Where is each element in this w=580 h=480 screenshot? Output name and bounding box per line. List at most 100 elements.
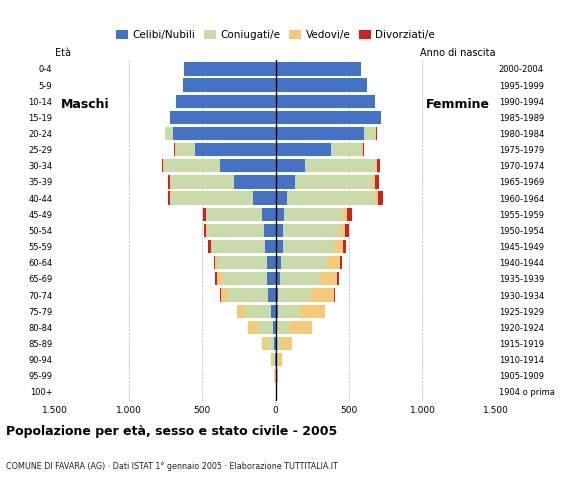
Bar [289,321,312,334]
Bar [378,192,383,204]
Bar [273,353,275,366]
Bar [206,208,262,221]
Bar [168,175,171,189]
Bar [229,288,268,301]
Bar [283,224,339,237]
Bar [276,369,278,383]
Bar [276,62,361,75]
Bar [276,321,277,334]
Bar [253,192,276,204]
Bar [278,288,311,301]
Bar [175,143,176,156]
Bar [163,159,164,172]
Bar [220,288,221,301]
Bar [337,272,339,286]
Bar [276,111,381,124]
Bar [276,304,278,318]
Bar [340,256,342,269]
Text: Popolazione per età, sesso e stato civile - 2005: Popolazione per età, sesso e stato civil… [6,425,337,438]
Legend: Celibi/Nubili, Coniugati/e, Vedovi/e, Divorziati/e: Celibi/Nubili, Coniugati/e, Vedovi/e, Di… [112,26,439,44]
Bar [267,272,275,286]
Bar [284,208,343,221]
Bar [345,224,349,237]
Bar [375,175,379,189]
Bar [273,321,275,334]
Bar [237,304,245,318]
Bar [276,127,364,140]
Bar [221,288,229,301]
Text: Età: Età [55,48,71,58]
Bar [278,353,282,366]
Bar [276,288,278,301]
Bar [363,143,364,156]
Bar [276,175,295,189]
Bar [204,224,206,237]
Bar [234,175,276,189]
Bar [295,175,372,189]
Bar [162,159,163,172]
Bar [311,288,334,301]
Bar [271,304,276,318]
Bar [183,78,276,92]
Bar [375,159,377,172]
Bar [268,288,276,301]
Bar [339,224,345,237]
Bar [276,353,278,366]
Bar [212,240,265,253]
Text: Femmine: Femmine [426,98,490,111]
Bar [211,240,212,253]
Bar [343,208,347,221]
Bar [262,337,268,350]
Bar [280,272,320,286]
Bar [265,240,276,253]
Bar [276,240,283,253]
Bar [331,143,362,156]
Bar [208,224,264,237]
Bar [377,159,380,172]
Bar [173,127,276,140]
Bar [171,175,234,189]
Bar [264,224,276,237]
Bar [276,224,283,237]
Bar [268,337,274,350]
Bar [334,288,335,301]
Bar [165,127,173,140]
Bar [300,304,325,318]
Bar [258,321,273,334]
Bar [278,304,300,318]
Bar [276,192,287,204]
Bar [245,304,271,318]
Bar [220,159,276,172]
Bar [327,256,340,269]
Bar [218,272,222,286]
Bar [206,224,208,237]
Bar [214,256,215,269]
Bar [271,353,273,366]
Bar [176,95,276,108]
Bar [248,321,258,334]
Text: Maschi: Maschi [61,98,110,111]
Bar [334,240,343,253]
Bar [215,256,218,269]
Bar [176,143,195,156]
Bar [347,208,352,221]
Bar [184,62,276,75]
Bar [277,321,289,334]
Bar [274,369,275,383]
Bar [281,337,292,350]
Bar [262,208,276,221]
Bar [267,256,276,269]
Bar [343,240,346,253]
Bar [362,143,363,156]
Bar [281,256,327,269]
Bar [170,111,276,124]
Bar [203,208,206,221]
Bar [287,192,375,204]
Bar [215,272,218,286]
Bar [375,192,378,204]
Bar [372,175,375,189]
Bar [376,127,377,140]
Bar [276,256,281,269]
Bar [276,337,281,350]
Bar [276,95,375,108]
